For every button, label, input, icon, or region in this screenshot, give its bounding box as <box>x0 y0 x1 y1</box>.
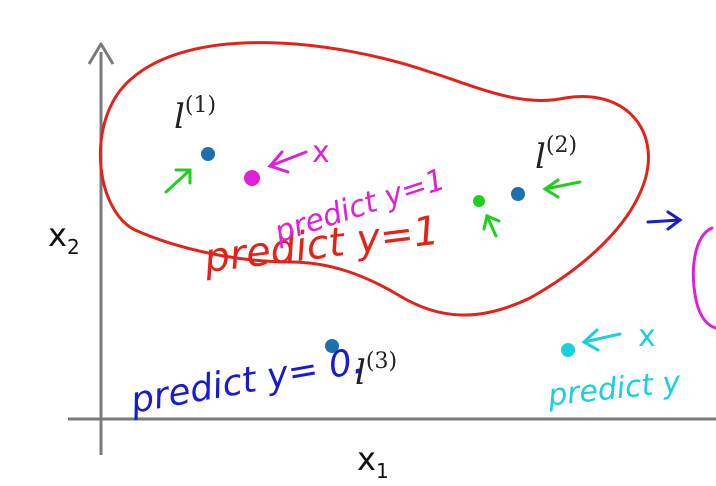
cyan-point-dot <box>561 343 575 357</box>
cyan-x-mark: x <box>638 319 656 354</box>
magenta-arrow-icon <box>267 150 308 174</box>
green-arrow-icon <box>164 168 192 194</box>
x-axis-label: x1 <box>357 440 389 483</box>
landmark-1-label: l(1) <box>174 93 216 137</box>
landmark-2: l(2) <box>473 133 582 238</box>
magenta-partial-boundary <box>691 226 716 330</box>
landmark-2-dot <box>511 187 525 201</box>
axes <box>68 42 716 455</box>
landmark-3-dot <box>325 339 339 353</box>
landmark-3-label: l(3) <box>355 349 397 393</box>
green-arrow-up-icon <box>482 213 501 238</box>
decision-boundary-curve <box>98 41 650 317</box>
blue-predict-label: predict y= 0. <box>127 340 367 421</box>
magenta-point-dot <box>244 170 260 186</box>
landmark-2-label: l(2) <box>535 133 577 177</box>
magenta-x-mark: x <box>312 135 330 170</box>
cyan-arrow-icon <box>581 328 622 352</box>
y-axis-label: x2 <box>48 216 80 259</box>
blue-arrow-right-icon <box>646 210 683 231</box>
landmark-1: l(1) <box>164 93 216 194</box>
green-point-dot <box>473 195 485 207</box>
cyan-test-point: x predict y <box>545 319 683 414</box>
green-arrow-left-icon <box>542 178 582 199</box>
cyan-predict-label: predict y <box>545 365 683 414</box>
landmark-3: l(3) <box>325 339 397 393</box>
y-axis-arrow-head <box>87 42 115 65</box>
landmark-1-dot <box>201 147 215 161</box>
